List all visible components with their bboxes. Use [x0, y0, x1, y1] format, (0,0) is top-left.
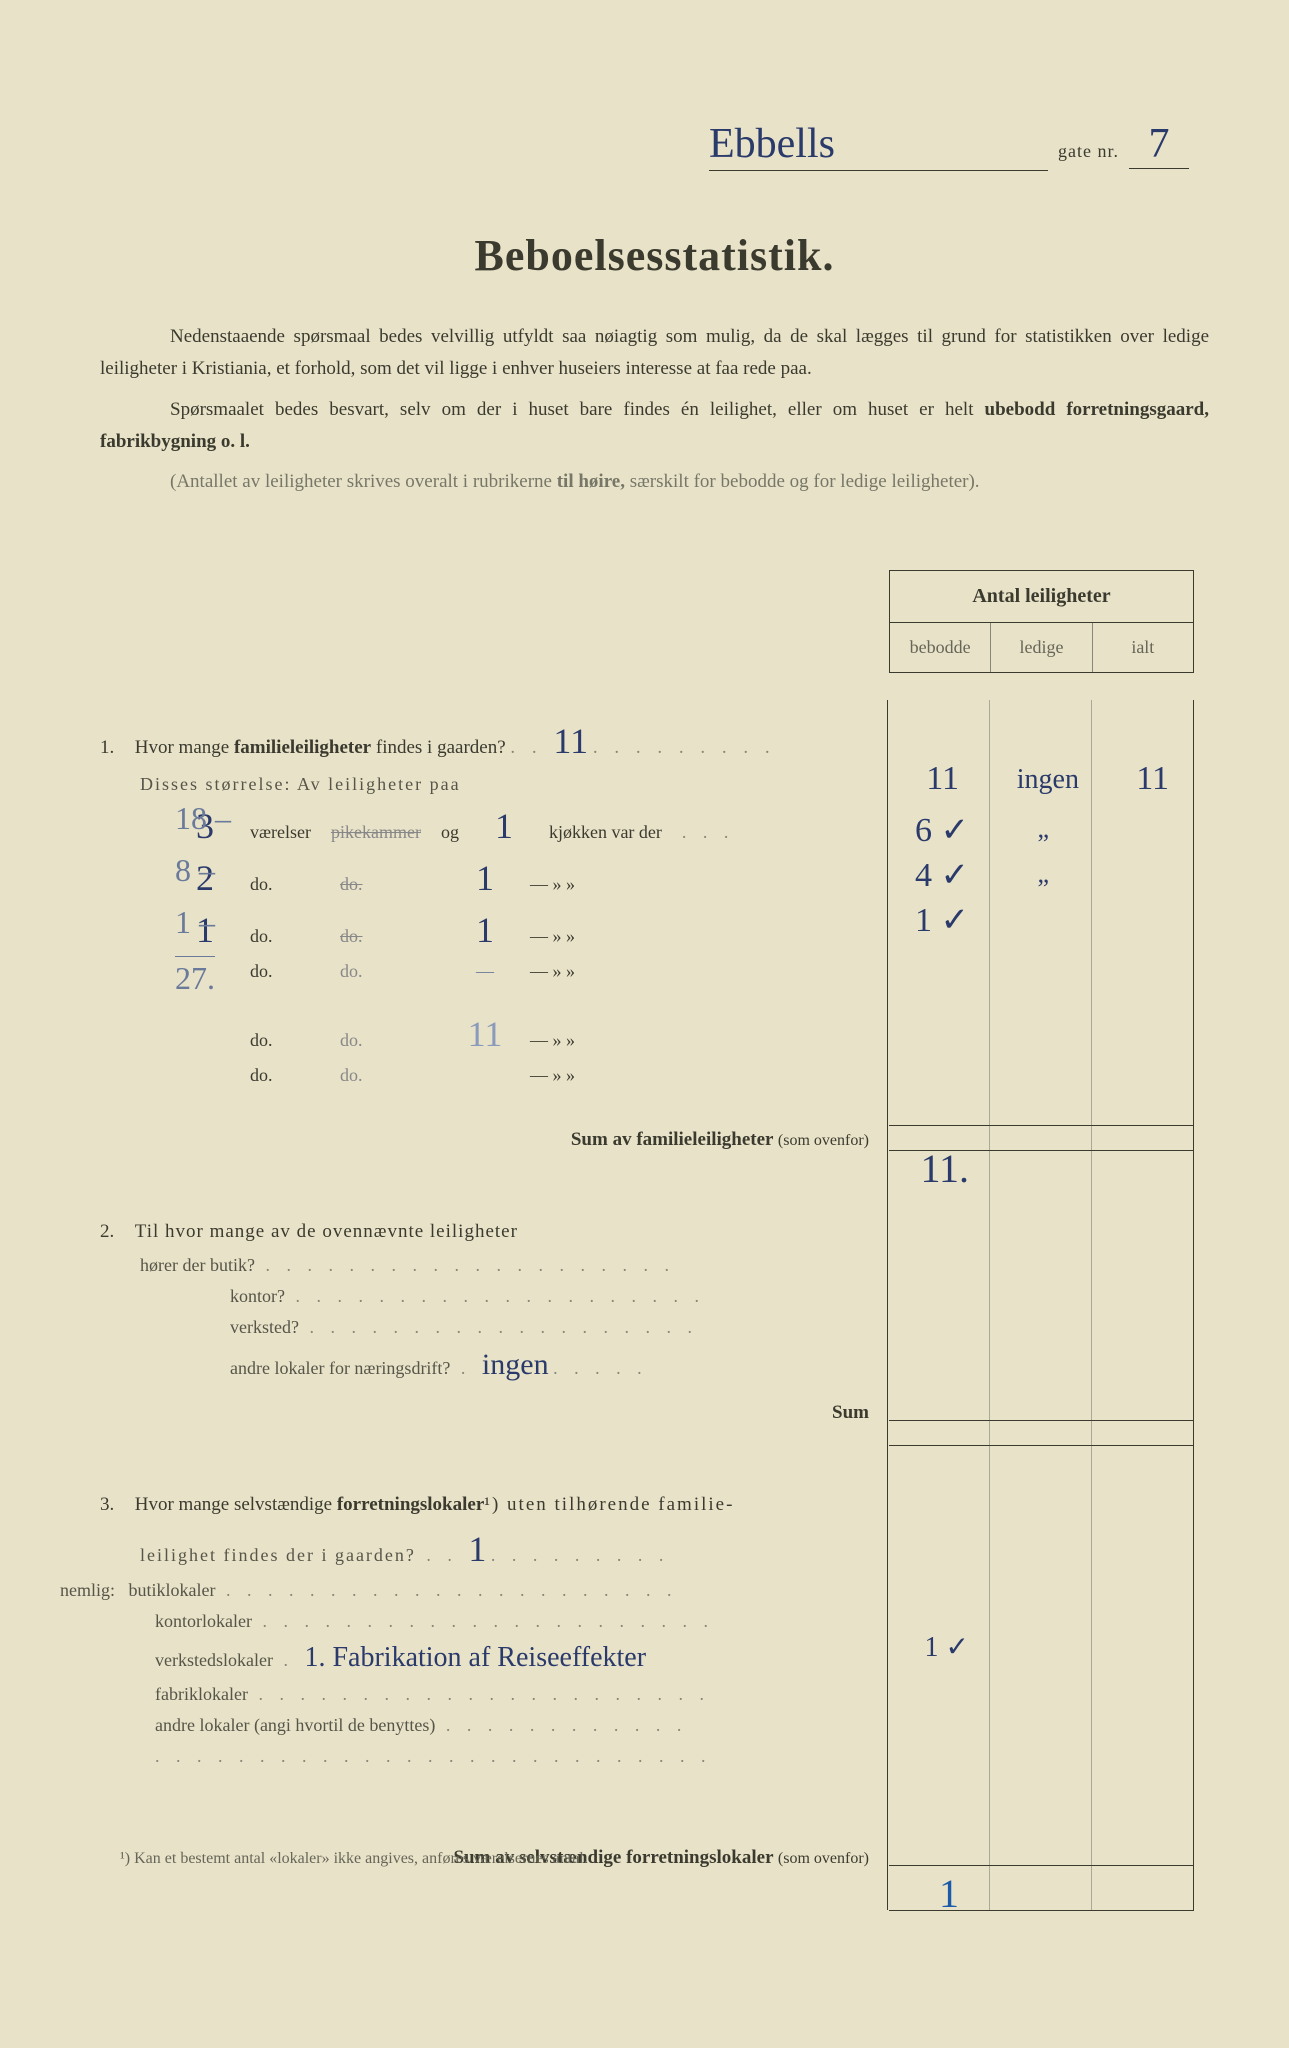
q2-answer: 11.	[920, 1145, 969, 1192]
q3-line2: leilighet findes der i gaarden? . . 1 . …	[140, 1528, 869, 1570]
q3-blank: . . . . . . . . . . . . . . . . . . . . …	[155, 1746, 869, 1767]
row1-ledige: „	[1037, 814, 1049, 844]
intro-p1: Nedenstaaende spørsmaal bedes velvillig …	[100, 321, 1209, 386]
hr-2	[889, 1150, 1194, 1151]
row2-ledige: „	[1037, 859, 1049, 889]
q1-sub: Disses størrelse: Av leiligheter paa	[140, 774, 869, 795]
q2-sub4-ans: ingen	[482, 1348, 549, 1382]
table-columns: bebodde ledige ialt	[889, 622, 1194, 673]
q2-sub2: kontor? . . . . . . . . . . . . . . . . …	[230, 1286, 869, 1307]
intro-p2: Spørsmaalet bedes besvart, selv om der i…	[100, 394, 1209, 459]
table-header: Antal leiligheter bebodde ledige ialt	[889, 570, 1194, 673]
margin-3: 1 –	[175, 904, 215, 941]
room-row-2: 8 – 2 do. do. 1 — » »	[180, 857, 869, 901]
q3-sub3-ans: 1. Fabrikation af Reiseeffekter	[304, 1642, 646, 1674]
q1-bebodde: 11	[926, 760, 959, 798]
q2-sub1: hører der butik? . . . . . . . . . . . .…	[140, 1255, 869, 1276]
q1-answer: 11	[553, 720, 588, 762]
q3-verksted-col: 1 ✓	[925, 1630, 969, 1664]
q2-sub3: verksted? . . . . . . . . . . . . . . . …	[230, 1317, 869, 1338]
margin-4: 27.	[175, 956, 215, 997]
kitchen-1: 1	[479, 805, 529, 847]
content-area: 1. Hvor mange familieleiligheter findes …	[100, 720, 869, 1899]
q1-ialt: 11	[1136, 760, 1169, 798]
question-1: 1. Hvor mange familieleiligheter findes …	[100, 720, 869, 762]
q3-sub4: fabriklokaler . . . . . . . . . . . . . …	[155, 1684, 869, 1705]
q3-sub2: kontorlokaler . . . . . . . . . . . . . …	[155, 1611, 869, 1632]
q3-answer: 1	[468, 1528, 486, 1570]
page-title: Beboelsesstatistik.	[100, 230, 1209, 281]
gate-number: 7	[1129, 120, 1189, 169]
q1-sum: Sum av familieleiligheter (som ovenfor)	[100, 1129, 869, 1151]
q3-nemlig: nemlig: butiklokaler . . . . . . . . . .…	[60, 1580, 869, 1601]
hr-1	[889, 1125, 1194, 1126]
q3-sub5: andre lokaler (angi hvortil de benyttes)…	[155, 1715, 869, 1736]
hr-6	[889, 1910, 1194, 1911]
question-3: 3. Hvor mange selvstændige forretningslo…	[100, 1494, 869, 1516]
document-page: Ebbells gate nr. 7 Beboelsesstatistik. N…	[0, 0, 1289, 2048]
intro-p3: (Antallet av leiligheter skrives overalt…	[100, 466, 1209, 498]
room-row-3: 1 – 1 do. do. 1 — » »	[180, 909, 869, 953]
margin-1: 18 –	[175, 800, 231, 837]
room-row-1: 18 – 3 værelser pikekammer og 1 kjøkken …	[180, 805, 869, 849]
room-row-4: 27. do. do. — — » »	[180, 961, 869, 1005]
q2-sub4: andre lokaler for næringsdrift? . ingen …	[230, 1348, 869, 1382]
footnote: ¹) Kan et bestemt antal «lokaler» ikke a…	[120, 1850, 588, 1868]
row2-bebodde: 4 ✓	[915, 855, 969, 895]
hr-5	[889, 1865, 1194, 1866]
room-row-6: do. do. — » »	[180, 1065, 869, 1109]
question-2: 2. Til hvor mange av de ovennævnte leili…	[100, 1221, 869, 1243]
q3-sub3: verkstedslokaler . 1. Fabrikation af Rei…	[155, 1642, 869, 1674]
col-ledige: ledige	[991, 623, 1092, 672]
kitchen-5: 11	[460, 1013, 510, 1055]
kitchen-2: 1	[460, 857, 510, 899]
kitchen-3: 1	[460, 909, 510, 951]
kitchen-4: —	[460, 961, 510, 982]
header-address: Ebbells gate nr. 7	[709, 120, 1189, 171]
room-row-5: do. do. 11 — » »	[180, 1013, 869, 1057]
street-name: Ebbells	[709, 120, 1048, 171]
table-title: Antal leiligheter	[889, 570, 1194, 622]
table-col-3	[1092, 700, 1193, 1910]
hr-3	[889, 1420, 1194, 1421]
col-bebodde: bebodde	[890, 623, 991, 672]
hr-4	[889, 1445, 1194, 1446]
col-ialt: ialt	[1093, 623, 1193, 672]
gate-label: gate nr.	[1058, 141, 1119, 162]
margin-2: 8 –	[175, 852, 215, 889]
q1-ledige: ingen	[1017, 764, 1079, 796]
q2-sum: Sum	[100, 1402, 869, 1424]
row3-bebodde: 1 ✓	[915, 900, 969, 940]
row1-bebodde: 6 ✓	[915, 810, 969, 850]
